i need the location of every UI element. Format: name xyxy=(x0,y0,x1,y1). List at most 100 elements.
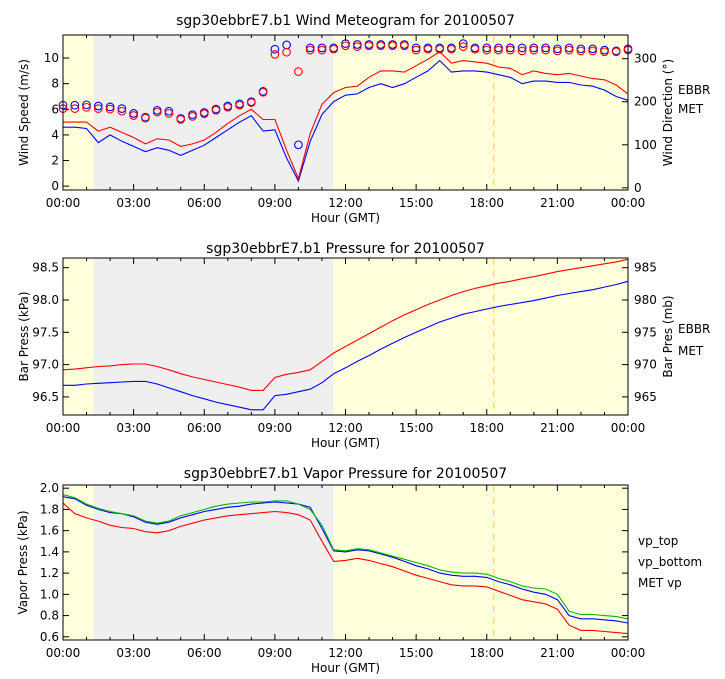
data-point-met xyxy=(105,104,115,114)
y-tick-label: 1.2 xyxy=(40,566,59,580)
data-point-met xyxy=(611,47,621,57)
data-point-ebbr xyxy=(305,43,315,53)
data-point-met xyxy=(388,41,397,51)
data-point-ebbr xyxy=(529,43,539,53)
x-tick-label: 00:00 xyxy=(611,196,646,210)
data-point-met xyxy=(494,45,503,55)
legend-entry-met-vp: MET vp xyxy=(638,576,682,590)
x-tick-label: 06:00 xyxy=(187,646,222,660)
y-right-tick-label: 300 xyxy=(634,52,657,66)
y-tick-label: 97.0 xyxy=(32,358,59,372)
data-point-met xyxy=(505,45,515,55)
panel-3: 00:00 03:00 06:00 09:00 12:00 15:00 18:00 21:00… xyxy=(16,466,702,675)
x-tick-label: 09:00 xyxy=(258,646,293,660)
data-point-met xyxy=(341,41,350,51)
data-point-met xyxy=(553,46,562,56)
legend-entry-met: MET xyxy=(678,102,704,116)
panel-1: 00:00 03:00 06:00 09:00 12:00 15:00 18:00 21:00… xyxy=(17,13,710,225)
night-shading xyxy=(93,258,334,415)
x-tick-label: 21:00 xyxy=(540,196,575,210)
chart-title: sgp30ebbrE7.b1 Wind Meteogram for 201005… xyxy=(176,13,515,29)
data-point-met xyxy=(211,105,221,115)
data-point-met xyxy=(411,45,421,55)
series-line-met-vp xyxy=(62,502,629,635)
y-axis-label: Wind Speed (m/s) xyxy=(17,59,31,166)
legend-entry-vp_top: vp_top xyxy=(638,534,678,548)
legend-entry-ebbr: EBBR xyxy=(678,83,710,97)
data-point-ebbr xyxy=(458,39,468,48)
y-axis-label: Bar Press (kPa) xyxy=(17,291,31,381)
data-point-ebbr xyxy=(70,100,80,110)
x-tick-label: 03:00 xyxy=(116,646,151,660)
x-tick-label: 00:00 xyxy=(46,196,81,210)
legend-entry-vp_bottom: vp_bottom xyxy=(638,555,702,569)
data-point-met xyxy=(117,106,127,116)
x-tick-label: 18:00 xyxy=(469,646,504,660)
y-tick-label: 1.8 xyxy=(40,502,59,516)
data-point-met xyxy=(435,44,445,54)
data-point-met xyxy=(305,45,315,55)
x-tick-label: 06:00 xyxy=(187,196,222,210)
data-point-met xyxy=(564,45,574,55)
data-point-ebbr xyxy=(294,140,303,150)
series-line-met xyxy=(63,50,629,181)
series-line-ebbr xyxy=(63,280,629,411)
data-point-met xyxy=(176,115,186,124)
data-point-met xyxy=(400,41,409,51)
y-tick-label: 8 xyxy=(51,77,59,91)
data-point-ebbr xyxy=(270,44,280,54)
x-tick-label: 00:00 xyxy=(611,646,646,660)
data-point-ebbr xyxy=(517,43,527,53)
x-tick-label: 03:00 xyxy=(116,196,151,210)
data-point-met xyxy=(188,112,197,121)
data-point-met xyxy=(329,44,339,54)
data-point-met xyxy=(70,104,80,113)
data-point-met xyxy=(529,45,539,55)
data-point-met xyxy=(164,109,174,118)
data-point-met xyxy=(258,87,268,97)
data-point-ebbr xyxy=(164,106,174,116)
x-tick-label: 12:00 xyxy=(328,421,363,435)
y-tick-label: 0.8 xyxy=(40,609,59,623)
night-shading xyxy=(93,485,334,640)
x-tick-label: 15:00 xyxy=(399,646,434,660)
y-tick-label: 2.0 xyxy=(40,481,59,495)
data-point-ebbr xyxy=(93,101,103,111)
x-axis-label: Hour (GMT) xyxy=(311,211,380,225)
data-point-ebbr xyxy=(494,43,503,53)
data-point-ebbr xyxy=(317,43,327,53)
x-tick-label: 06:00 xyxy=(187,421,222,435)
data-point-met xyxy=(93,104,103,113)
chart-title: sgp30ebbrE7.b1 Vapor Pressure for 201005… xyxy=(184,466,507,482)
legend-entry-ebbr: EBBR xyxy=(678,322,710,336)
x-axis-label: Hour (GMT) xyxy=(311,661,380,675)
series-line-met xyxy=(62,258,629,391)
data-point-met xyxy=(352,42,362,51)
data-point-ebbr xyxy=(411,43,421,53)
y-tick-label: 0.6 xyxy=(40,630,59,644)
x-tick-label: 12:00 xyxy=(328,196,363,210)
x-tick-label: 21:00 xyxy=(540,646,575,660)
data-point-met xyxy=(376,41,386,51)
data-point-met xyxy=(82,102,91,112)
data-point-met xyxy=(364,41,374,51)
data-point-met xyxy=(423,44,433,54)
y-axis-label-right: Bar Pres (mb) xyxy=(661,295,675,377)
x-tick-label: 21:00 xyxy=(540,421,575,435)
x-tick-label: 09:00 xyxy=(258,196,293,210)
y-tick-label: 98.0 xyxy=(32,293,59,307)
y-tick-label: 4 xyxy=(51,128,59,142)
data-point-ebbr xyxy=(82,100,91,110)
x-tick-label: 15:00 xyxy=(399,421,434,435)
data-point-ebbr xyxy=(505,43,515,53)
x-tick-label: 18:00 xyxy=(469,196,504,210)
y-right-tick-label: 200 xyxy=(634,95,657,109)
data-point-ebbr xyxy=(541,43,550,53)
data-point-met xyxy=(447,44,456,54)
y-tick-label: 1.4 xyxy=(40,545,59,559)
y-tick-label: 1.6 xyxy=(40,524,59,538)
series-line-vp_top xyxy=(62,496,629,624)
data-point-ebbr xyxy=(564,43,574,53)
y-right-tick-label: 100 xyxy=(634,138,657,152)
